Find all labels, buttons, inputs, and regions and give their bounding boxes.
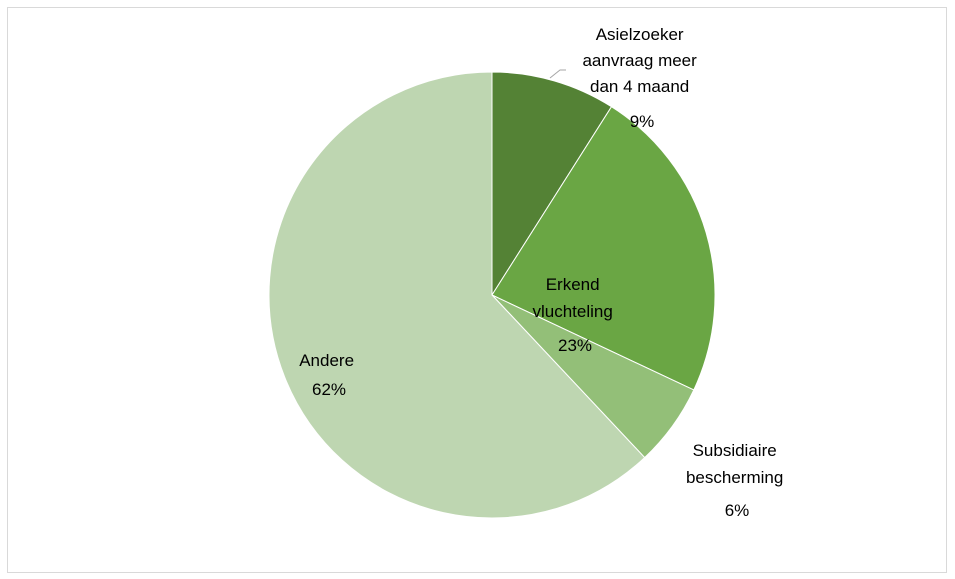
data-label-erkend-vluchteling: Erkend vluchteling 23% [532, 275, 617, 355]
pie-slices [268, 71, 716, 519]
data-label-asielzoeker: Asielzoeker aanvraag meer dan 4 maand 9% [582, 25, 701, 131]
pie-slice-asielzoeker-aanvraag-meer-dan-4-maand [491, 71, 613, 297]
pie-slice-andere [268, 71, 646, 519]
data-label-subsidiaire-bescherming: Subsidiaire bescherming 6% [686, 441, 788, 520]
pie-slice-erkend-vluchteling [491, 106, 716, 391]
leader-line-asielzoeker [549, 69, 566, 79]
data-label-andere: Andere 62% [299, 351, 359, 399]
